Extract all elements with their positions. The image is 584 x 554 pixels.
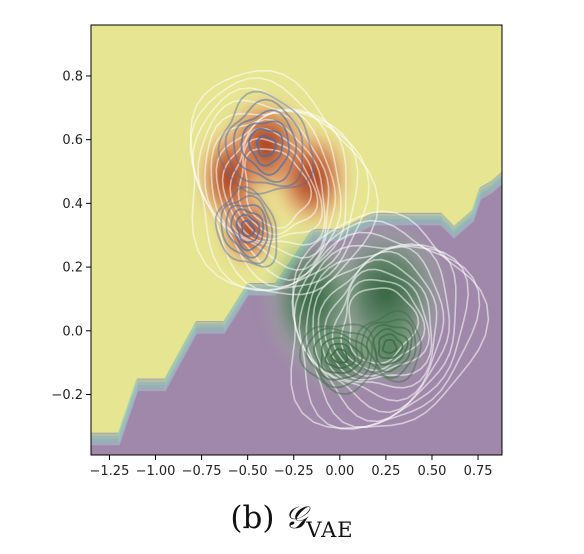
x-tick-label: 0.00: [325, 464, 354, 479]
caption-symbol: 𝒢: [284, 500, 307, 536]
inner-contour-line: [214, 185, 278, 268]
outer-contour-line: [312, 245, 445, 402]
caption-label: (b): [230, 500, 275, 536]
inner-contour-line: [377, 333, 404, 359]
x-tick-label: −0.75: [182, 464, 222, 479]
plot-area: [91, 25, 502, 455]
outer-contour-line: [305, 243, 451, 414]
outer-contour-line: [291, 219, 481, 430]
inner-contour-line: [371, 327, 409, 366]
x-tick-label: 0.75: [464, 464, 493, 479]
inner-density-contours: [214, 90, 422, 395]
inner-contour-line: [320, 336, 364, 374]
inner-contour-line: [256, 134, 277, 158]
y-tick-label: 0.6: [62, 133, 83, 148]
plot-frame: [90, 24, 503, 456]
inner-contour-line: [381, 338, 398, 355]
outer-contour-line: [189, 77, 370, 292]
inner-contour-line: [217, 90, 315, 195]
outer-contour-line: [340, 278, 426, 372]
inner-contour-line: [233, 109, 298, 183]
caption-subscript: VAE: [306, 518, 354, 542]
inner-contour-line: [312, 331, 370, 381]
x-tick-label: −1.00: [136, 464, 176, 479]
inner-contour-line: [240, 120, 290, 176]
inner-contour-line: [360, 318, 417, 379]
outer-contour-line: [317, 250, 438, 389]
x-tick-label: 0.25: [371, 464, 400, 479]
outer-contour-line: [189, 69, 380, 296]
y-axis: −0.2 0.0 0.2 0.4 0.6 0.8: [51, 69, 91, 403]
x-tick-label: −1.25: [90, 464, 130, 479]
y-tick-label: 0.4: [62, 197, 83, 212]
inner-contour-line: [365, 323, 413, 373]
inner-contour-line: [241, 220, 256, 237]
inner-contour-line: [298, 323, 378, 395]
inner-contour-line: [330, 348, 349, 364]
outer-density-contours: [189, 69, 490, 430]
inner-contour-line: [225, 204, 269, 259]
inner-contour-line: [324, 342, 356, 369]
outer-contour-line: [331, 268, 431, 377]
y-tick-label: 0.0: [62, 324, 83, 339]
x-axis: −1.25 −1.00 −0.75 −0.50 −0.25 0.00 0.25 0.50 0.7…: [90, 455, 493, 479]
y-tick-label: 0.8: [62, 69, 83, 84]
inner-contour-line: [230, 208, 265, 252]
inner-contour-line: [248, 127, 284, 167]
outer-contour-line: [244, 148, 313, 229]
y-tick-label: 0.2: [62, 261, 83, 276]
y-tick-label: −0.2: [51, 388, 83, 403]
x-tick-label: −0.25: [274, 464, 314, 479]
outer-contour-line: [298, 244, 457, 423]
x-tick-label: 0.50: [417, 464, 446, 479]
x-tick-label: −0.50: [228, 464, 268, 479]
outer-contour-line: [348, 287, 420, 365]
outer-contour-line: [210, 108, 337, 271]
outer-contour-line: [323, 258, 433, 381]
figure-caption: (b) 𝒢VAE: [0, 500, 584, 542]
inner-contour-line: [224, 98, 304, 188]
inner-contour-line: [235, 213, 261, 244]
inner-contour-line: [220, 194, 274, 265]
inner-contour-line: [355, 309, 422, 383]
